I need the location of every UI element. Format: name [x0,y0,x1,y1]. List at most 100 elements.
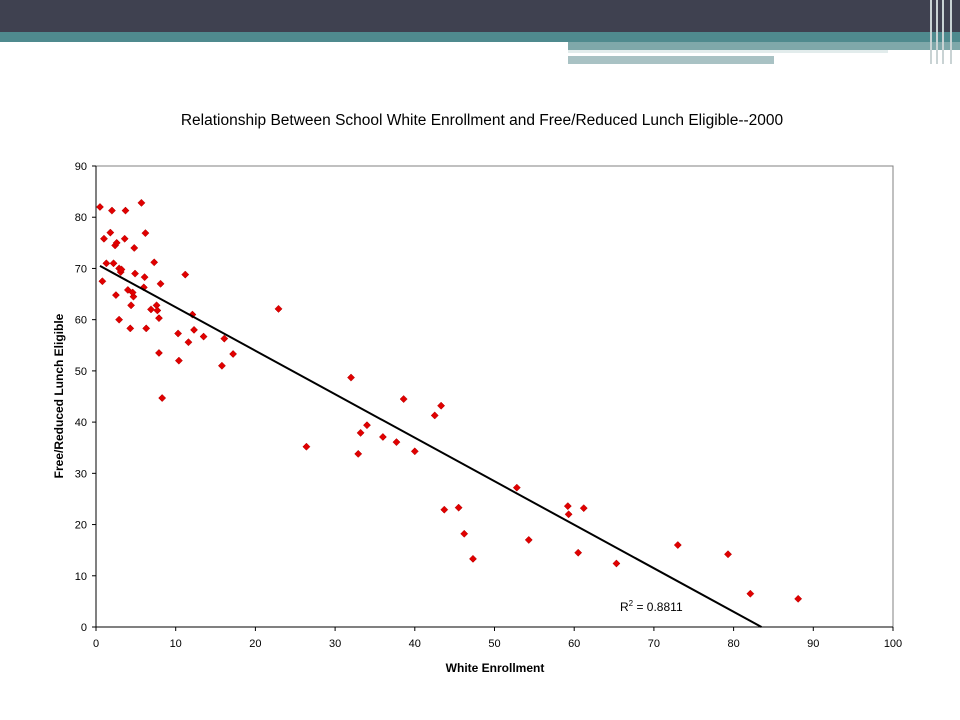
data-point [354,449,363,458]
data-point [190,325,198,334]
data-point [106,228,115,237]
data-point [217,361,226,370]
data-point [131,269,140,278]
x-tick-label: 0 [93,638,99,650]
data-point [115,315,124,324]
data-point [127,301,136,310]
data-point [437,401,446,410]
data-point [147,305,155,314]
data-point [102,259,111,268]
slide-header-bar [0,0,960,32]
data-point [153,306,162,315]
x-tick-label: 30 [329,638,341,650]
data-point [174,356,183,365]
x-tick-label: 80 [727,638,739,650]
data-point [794,594,803,603]
x-tick-label: 40 [409,638,421,650]
r2-superscript: 2 [629,599,634,608]
r2-value: = 0.8811 [633,600,683,614]
data-point [410,447,419,456]
data-point [746,589,755,598]
data-point [156,279,165,288]
data-point [112,238,121,247]
y-tick-label: 60 [75,315,87,327]
slide-header-accent-2 [568,56,774,64]
data-point [356,428,365,437]
data-point [117,265,126,274]
x-tick-label: 50 [488,638,500,650]
data-point [123,286,132,294]
data-point [129,292,138,301]
r-squared-annotation: R2 = 0.8811 [620,599,683,614]
data-point [150,258,159,267]
data-point [347,373,355,382]
data-point [98,277,107,286]
data-point [229,350,238,358]
data-point [673,541,682,549]
data-point [363,421,371,430]
y-tick-label: 30 [75,468,87,480]
data-point [378,433,387,441]
data-point [121,206,130,215]
data-point [107,206,116,215]
r2-base: R [620,600,629,614]
x-tick-label: 90 [807,638,819,650]
y-tick-label: 0 [81,622,87,634]
y-tick-label: 80 [75,212,87,224]
data-point [220,334,229,343]
trendline [99,265,762,628]
data-point [181,270,190,279]
data-point [137,198,146,207]
chart-axes [95,165,894,628]
data-point [564,510,573,519]
data-point [140,273,149,282]
x-tick-label: 100 [884,638,902,650]
data-point [454,503,463,512]
slide-corner-decoration [926,0,960,64]
data-point [120,234,129,243]
y-tick-label: 40 [75,417,87,429]
data-point [188,310,197,319]
data-point [392,438,401,447]
data-point [142,324,151,333]
plot-area-border [95,165,894,628]
data-points [96,198,803,603]
data-point [158,394,167,402]
y-tick-label: 20 [75,520,87,532]
data-point [126,324,135,333]
y-axis-label: Free/Reduced Lunch Eligible [52,313,66,478]
data-point [130,244,139,252]
y-tick-label: 10 [75,571,87,583]
slide-header-stripe [0,32,960,42]
x-axis-label: White Enrollment [446,661,545,675]
slide-header-line [568,50,888,53]
data-point [399,395,408,404]
data-point [174,329,183,338]
chart-title: Relationship Between School White Enroll… [181,112,784,129]
x-axis-ticks: 0 10 20 30 40 50 60 70 80 90 100 [93,627,902,650]
data-point [274,304,283,313]
data-point [302,442,311,451]
x-tick-label: 10 [170,638,182,650]
data-point [440,505,449,514]
data-point [155,349,163,357]
y-tick-label: 90 [75,161,87,173]
data-point [109,259,118,268]
data-point [724,550,732,559]
slide-header-accent [568,42,960,50]
x-tick-label: 70 [648,638,660,650]
data-point [199,332,208,341]
data-point [469,554,477,563]
data-point [430,411,439,420]
data-point [184,338,193,347]
data-point [141,229,150,238]
data-point [100,234,108,243]
data-point [612,559,621,568]
x-tick-label: 60 [568,638,580,650]
data-point [579,504,588,513]
y-tick-label: 70 [75,263,87,275]
data-point [155,314,163,323]
data-point [128,288,137,297]
data-point [563,502,572,511]
